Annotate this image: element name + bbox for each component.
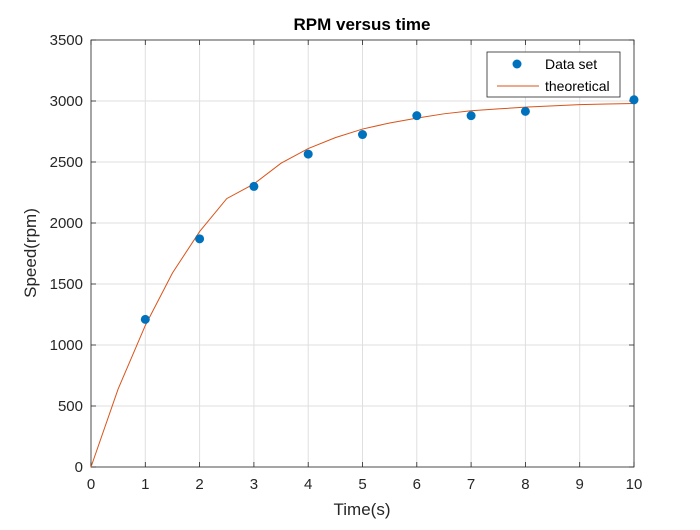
x-tick-label: 6	[413, 476, 421, 493]
x-tick-label: 9	[576, 476, 584, 493]
x-tick-label: 8	[521, 476, 529, 493]
x-tick-label: 10	[626, 476, 643, 493]
data-point	[466, 111, 476, 121]
y-tick-label: 1500	[50, 276, 83, 293]
x-tick-label: 2	[195, 476, 203, 493]
x-axis-label: Time(s)	[334, 500, 391, 519]
x-tick-label: 5	[358, 476, 366, 493]
y-tick-label: 2000	[50, 215, 83, 232]
y-axis-label: Speed(rpm)	[21, 208, 40, 298]
x-tick-label: 3	[250, 476, 258, 493]
y-tick-label: 0	[75, 459, 83, 476]
series	[90, 95, 639, 468]
x-tick-label: 1	[141, 476, 149, 493]
chart-title: RPM versus time	[294, 15, 431, 34]
y-ticks: 0 500 1000 1500 2000 2500 3000 3500	[50, 32, 634, 476]
x-ticks: 0 1 2 3 4 5 6 7 8 9 10	[87, 40, 643, 493]
legend-marker-data-set	[512, 59, 522, 69]
data-point	[629, 95, 639, 105]
y-tick-label: 3500	[50, 32, 83, 49]
y-tick-label: 2500	[50, 154, 83, 171]
legend-label-data-set: Data set	[545, 56, 597, 72]
x-tick-label: 0	[87, 476, 95, 493]
legend-box	[486, 51, 621, 98]
x-tick-label: 4	[304, 476, 312, 493]
data-point	[195, 234, 205, 244]
series-line-theoretical	[90, 102, 635, 468]
data-point	[140, 314, 150, 324]
legend-label-theoretical: theoretical	[545, 78, 610, 94]
y-tick-label: 3000	[50, 93, 83, 110]
data-point	[249, 181, 259, 191]
x-tick-label: 7	[467, 476, 475, 493]
data-point	[358, 130, 367, 140]
legend: Data set theoretical	[486, 51, 621, 98]
y-tick-label: 1000	[50, 337, 83, 354]
data-point	[303, 149, 313, 159]
data-point	[520, 106, 530, 116]
data-point	[412, 111, 422, 121]
y-tick-label: 500	[58, 398, 83, 415]
